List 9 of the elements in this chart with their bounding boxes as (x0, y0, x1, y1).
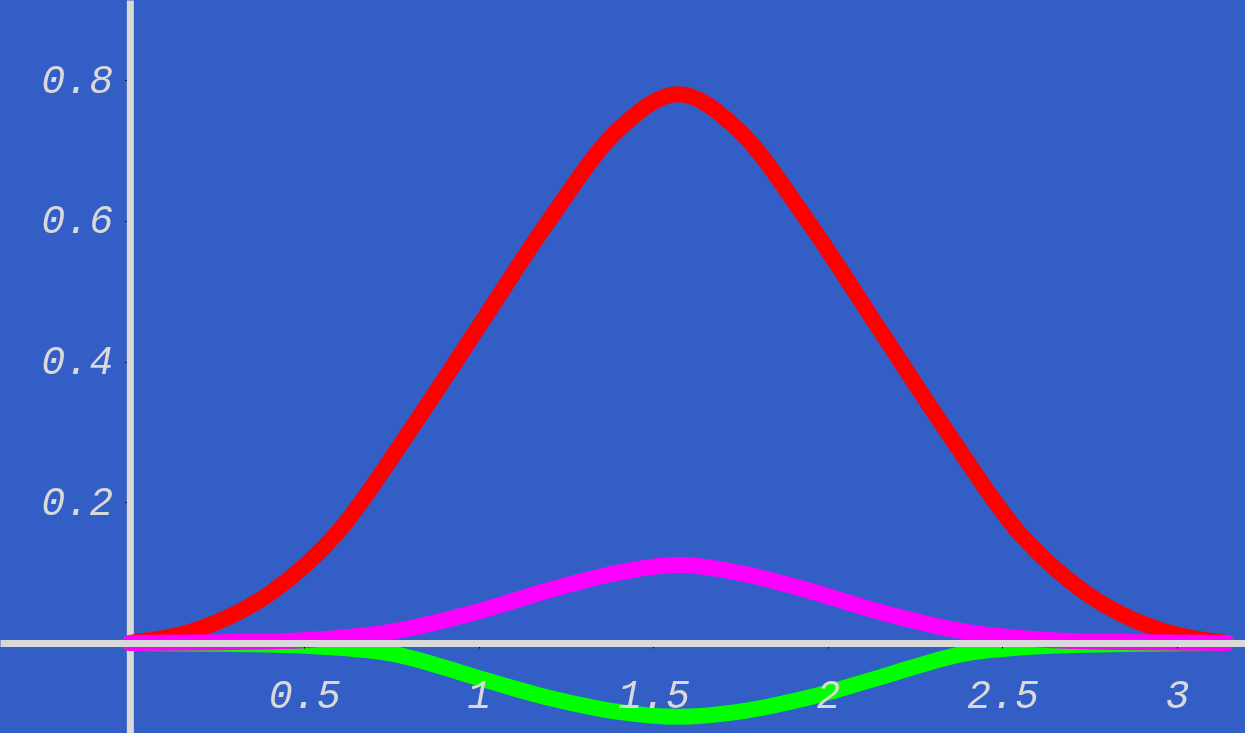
x-tick-label: 0.5 (268, 675, 341, 721)
y-tick-label: 0.4 (41, 341, 114, 387)
x-tick-label: 1 (467, 675, 492, 721)
y-tick-label: 0.8 (41, 59, 114, 105)
y-tick-label: 0.6 (41, 200, 114, 246)
x-tick-label: 2.5 (966, 675, 1039, 721)
y-tick-label: 0.2 (41, 481, 114, 527)
x-tick-label: 1.5 (617, 675, 690, 721)
x-tick-label: 3 (1165, 675, 1190, 721)
